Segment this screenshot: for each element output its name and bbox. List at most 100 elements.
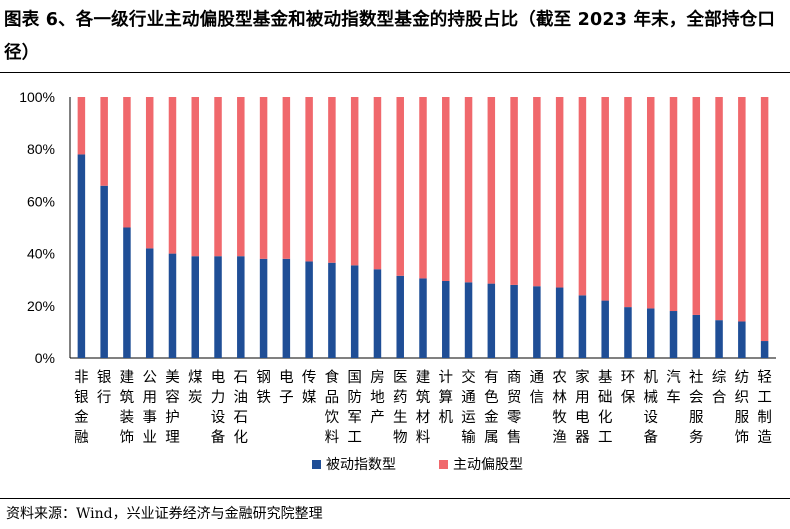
category-label: 机械设备: [643, 369, 658, 446]
bar-layer: [77, 97, 769, 358]
bar-active-22: [555, 97, 564, 288]
bar-active-16: [419, 97, 427, 279]
bar-active-30: [738, 97, 746, 322]
bar-passive-27: [669, 311, 678, 358]
bar-passive-4: [145, 248, 154, 358]
category-label: 非银金融: [74, 369, 89, 446]
bar-passive-16: [419, 278, 427, 358]
y-tick-label: 100%: [19, 89, 55, 105]
category-label: 石油石化: [234, 370, 249, 446]
bar-passive-3: [123, 227, 131, 358]
y-tick-label: 0%: [35, 350, 55, 366]
bar-passive-8: [237, 256, 245, 358]
category-label: 电力设备: [211, 369, 226, 446]
category-label: 有色金属: [484, 369, 499, 446]
category-label: 房地产: [370, 369, 385, 426]
bar-passive-15: [396, 275, 404, 358]
bar-active-9: [259, 97, 268, 259]
category-label: 电子: [279, 369, 294, 406]
legend-swatch-active: [439, 460, 448, 469]
top-rule: [0, 72, 790, 73]
bar-passive-17: [442, 281, 450, 358]
category-labels: 非银金融银行建筑装饰公用事业美容护理煤炭电力设备石油石化钢铁电子传媒食品饮料国防…: [74, 368, 772, 446]
bar-active-2: [100, 97, 108, 186]
category-label: 通信: [530, 369, 545, 406]
category-label: 医药生物: [393, 370, 408, 446]
category-label: 环保: [621, 370, 636, 406]
bar-active-14: [373, 97, 382, 270]
bar-passive-18: [464, 282, 473, 358]
bar-passive-9: [259, 258, 268, 358]
bar-passive-1: [77, 154, 86, 358]
bar-active-31: [760, 97, 769, 342]
category-label: 综合: [712, 369, 727, 406]
category-label: 轻工制造: [757, 369, 772, 446]
bar-active-19: [487, 97, 496, 284]
bar-passive-23: [578, 295, 587, 358]
bar-active-27: [669, 97, 678, 312]
category-label: 农林牧渔: [552, 369, 567, 446]
bar-passive-11: [305, 261, 313, 358]
bar-active-15: [396, 97, 404, 276]
bar-active-17: [442, 97, 450, 282]
bar-passive-26: [646, 308, 655, 358]
category-label: 银行: [97, 369, 112, 406]
bar-passive-5: [168, 253, 177, 358]
axis-layer: 0% 20% 40% 60% 80% 100%: [19, 89, 776, 366]
bar-active-13: [350, 97, 359, 266]
category-label: 商贸零售: [507, 369, 522, 446]
bar-passive-21: [533, 286, 541, 358]
bar-active-25: [624, 97, 632, 308]
bar-active-29: [715, 97, 723, 321]
bar-active-28: [692, 97, 701, 315]
category-label: 国防军工: [347, 370, 362, 446]
bar-active-18: [464, 97, 473, 283]
bar-passive-7: [214, 256, 222, 358]
bar-passive-6: [191, 256, 200, 358]
bar-active-10: [282, 97, 291, 259]
bar-active-21: [533, 97, 541, 287]
bar-passive-29: [715, 320, 723, 358]
y-tick-label: 20%: [27, 298, 55, 314]
bar-active-26: [646, 97, 655, 309]
bar-active-20: [510, 97, 518, 285]
y-tick-label: 80%: [27, 141, 55, 157]
category-label: 传媒: [302, 369, 317, 406]
category-label: 纺织服饰: [735, 369, 750, 446]
bar-active-11: [305, 97, 313, 262]
category-label: 煤炭: [188, 369, 203, 406]
category-label: 基础化工: [598, 369, 613, 446]
bar-passive-12: [328, 262, 336, 358]
bar-passive-31: [760, 341, 769, 358]
category-label: 美容护理: [165, 369, 180, 446]
category-label: 家用电器: [575, 369, 590, 446]
bar-active-7: [214, 97, 222, 257]
bar-passive-19: [487, 283, 496, 358]
bar-passive-20: [510, 284, 518, 358]
legend: 被动指数型 主动偏股型: [312, 457, 523, 473]
bar-active-4: [145, 97, 154, 249]
category-label: 公用事业: [142, 370, 157, 446]
bar-active-6: [191, 97, 200, 257]
category-label: 计算机: [439, 369, 454, 426]
chart-title: 图表 6、各一级行业主动偏股型基金和被动指数型基金的持股占比（截至 2023 年…: [4, 10, 776, 63]
bar-passive-22: [555, 287, 564, 358]
category-label: 交通运输: [461, 368, 476, 446]
bar-active-8: [237, 97, 245, 257]
category-label: 食品饮料: [325, 369, 340, 446]
legend-label-passive: 被动指数型: [326, 457, 396, 473]
category-label: 社会服务: [689, 369, 704, 446]
category-label: 汽车: [666, 369, 681, 406]
bar-active-5: [168, 97, 177, 254]
bar-passive-28: [692, 314, 701, 358]
bar-active-23: [578, 97, 587, 296]
bar-active-1: [77, 97, 86, 155]
category-label: 建筑装饰: [120, 369, 135, 446]
bar-passive-30: [738, 321, 746, 358]
category-label: 建筑材料: [416, 369, 431, 446]
bar-passive-10: [282, 258, 291, 358]
bar-passive-13: [350, 265, 359, 358]
category-label: 钢铁: [256, 369, 271, 406]
bar-active-24: [601, 97, 609, 301]
